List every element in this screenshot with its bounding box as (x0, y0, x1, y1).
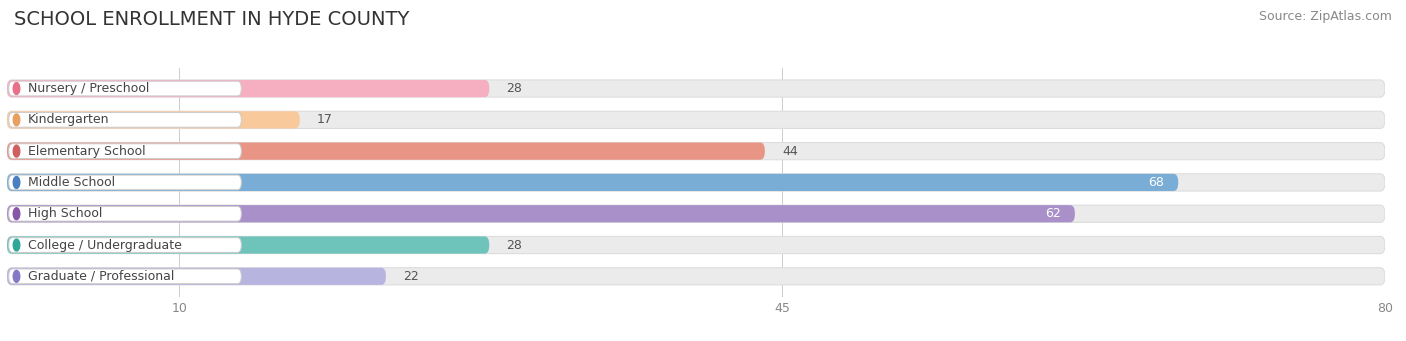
FancyBboxPatch shape (8, 175, 242, 190)
FancyBboxPatch shape (8, 206, 242, 221)
FancyBboxPatch shape (7, 143, 765, 160)
FancyBboxPatch shape (7, 80, 489, 97)
Text: College / Undergraduate: College / Undergraduate (28, 239, 181, 252)
Circle shape (13, 114, 20, 126)
Text: Nursery / Preschool: Nursery / Preschool (28, 82, 149, 95)
Text: 17: 17 (318, 113, 333, 126)
Text: High School: High School (28, 207, 103, 220)
FancyBboxPatch shape (7, 80, 1385, 97)
Text: 62: 62 (1045, 207, 1062, 220)
FancyBboxPatch shape (7, 236, 1385, 254)
FancyBboxPatch shape (7, 268, 385, 285)
Circle shape (13, 177, 20, 188)
Text: Elementary School: Elementary School (28, 145, 145, 158)
FancyBboxPatch shape (8, 269, 242, 284)
FancyBboxPatch shape (8, 81, 242, 96)
FancyBboxPatch shape (7, 174, 1385, 191)
Circle shape (13, 270, 20, 282)
Text: 28: 28 (506, 82, 523, 95)
Circle shape (13, 208, 20, 220)
Circle shape (13, 145, 20, 157)
Text: Kindergarten: Kindergarten (28, 113, 110, 126)
Text: Middle School: Middle School (28, 176, 115, 189)
FancyBboxPatch shape (8, 113, 242, 127)
FancyBboxPatch shape (7, 111, 1385, 129)
FancyBboxPatch shape (7, 205, 1385, 222)
FancyBboxPatch shape (7, 111, 299, 129)
FancyBboxPatch shape (7, 174, 1178, 191)
Text: Graduate / Professional: Graduate / Professional (28, 270, 174, 283)
FancyBboxPatch shape (7, 205, 1074, 222)
FancyBboxPatch shape (7, 236, 489, 254)
Circle shape (13, 83, 20, 94)
Text: 68: 68 (1149, 176, 1164, 189)
FancyBboxPatch shape (7, 143, 1385, 160)
Circle shape (13, 239, 20, 251)
Text: SCHOOL ENROLLMENT IN HYDE COUNTY: SCHOOL ENROLLMENT IN HYDE COUNTY (14, 10, 409, 29)
Text: Source: ZipAtlas.com: Source: ZipAtlas.com (1258, 10, 1392, 23)
Text: 44: 44 (782, 145, 797, 158)
FancyBboxPatch shape (7, 268, 1385, 285)
FancyBboxPatch shape (8, 238, 242, 252)
Text: 22: 22 (404, 270, 419, 283)
Text: 28: 28 (506, 239, 523, 252)
FancyBboxPatch shape (8, 144, 242, 159)
